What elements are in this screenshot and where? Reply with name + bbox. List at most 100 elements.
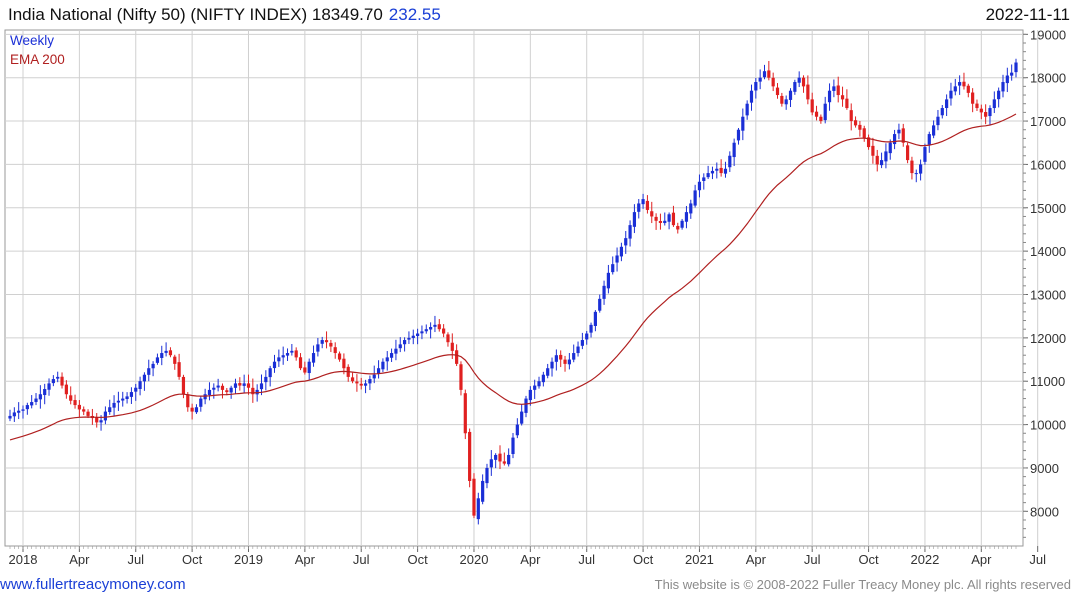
candle-up [164, 350, 168, 353]
candle-down [450, 342, 454, 351]
candle-down [329, 342, 333, 347]
candle-up [25, 405, 29, 410]
candle-up [524, 398, 528, 413]
candle-up [745, 103, 749, 116]
candle-up [212, 387, 216, 390]
candle-up [919, 164, 923, 174]
candle-down [810, 99, 814, 113]
candle-up [537, 381, 541, 387]
candle-up [923, 147, 927, 162]
candle-down [69, 395, 73, 401]
candle-up [1010, 72, 1014, 76]
candle-up [667, 214, 671, 222]
candle-up [285, 353, 290, 356]
candle-up [697, 181, 702, 191]
candle-down [849, 110, 853, 122]
candle-up [411, 335, 415, 339]
candle-up [402, 340, 407, 345]
candle-down [814, 111, 819, 117]
candle-up [637, 203, 641, 212]
x-tick-label: 2018 [9, 552, 38, 567]
candle-up [142, 374, 147, 382]
candle-up [606, 272, 610, 289]
price-change: 232.55 [388, 5, 441, 24]
candle-up [407, 337, 411, 340]
candle-down [767, 70, 771, 78]
candle-up [38, 394, 42, 400]
candle-up [34, 398, 38, 402]
x-tick-label: 2019 [234, 552, 263, 567]
candle-down [654, 216, 658, 221]
candle-up [507, 454, 511, 465]
candle-down [73, 400, 77, 406]
candle-up [567, 359, 571, 365]
candle-up [316, 344, 320, 352]
candle-down [979, 108, 983, 113]
x-tick-label: Jul [353, 552, 370, 567]
candle-up [615, 255, 619, 263]
candle-up [160, 353, 164, 358]
chart-title: India National (Nifty 50) (NIFTY INDEX) … [8, 5, 441, 25]
candle-up [784, 99, 788, 105]
y-tick-label: 13000 [1030, 288, 1066, 303]
candle-down [298, 357, 303, 369]
y-tick-label: 15000 [1030, 201, 1066, 216]
x-tick-label: 2021 [685, 552, 714, 567]
candle-down [177, 362, 181, 377]
candle-up [121, 398, 125, 401]
candle-down [971, 92, 975, 104]
y-tick-label: 10000 [1030, 418, 1066, 433]
website-link[interactable]: www.fullertreacymoney.com [0, 576, 186, 593]
candle-up [99, 420, 103, 423]
candle-up [693, 190, 697, 206]
candle-up [632, 212, 637, 227]
candle-up [914, 173, 918, 175]
candle-down [337, 353, 342, 360]
candle-up [754, 82, 758, 91]
candle-down [658, 221, 663, 223]
x-tick-label: Jul [1029, 552, 1046, 567]
candle-up [710, 170, 715, 174]
candle-up [1005, 75, 1009, 84]
candle-up [155, 357, 160, 363]
candle-up [368, 379, 372, 384]
candle-up [151, 363, 155, 369]
candle-up [311, 353, 316, 363]
candle-up [602, 285, 606, 299]
candle-up [788, 90, 793, 100]
candle-down [463, 393, 467, 434]
candle-up [892, 134, 897, 145]
x-tick-label: Jul [127, 552, 144, 567]
candle-up [945, 99, 949, 109]
candle-up [927, 134, 931, 145]
candle-up [641, 199, 645, 205]
candle-up [624, 238, 628, 246]
candle-up [598, 298, 602, 311]
candle-up [398, 344, 402, 349]
candle-up [43, 389, 47, 396]
candle-up [320, 340, 324, 344]
candle-down [246, 383, 251, 388]
candle-up [264, 376, 268, 383]
candle-down [437, 324, 441, 330]
candle-up [485, 467, 489, 484]
candle-up [732, 142, 736, 158]
candle-up [17, 410, 21, 413]
candle-down [775, 87, 780, 96]
candle-down [168, 350, 173, 356]
candle-up [108, 407, 112, 413]
candle-down [359, 383, 363, 386]
candle-up [932, 125, 936, 136]
candle-up [385, 357, 389, 362]
candle-down [303, 367, 307, 373]
candle-up [511, 437, 515, 455]
candle-up [949, 90, 953, 99]
candle-up [194, 407, 199, 413]
candle-up [1001, 82, 1005, 92]
candle-up [216, 385, 220, 388]
candle-up [541, 374, 545, 383]
candle-up [689, 203, 693, 214]
candle-up [207, 389, 212, 396]
candle-up [30, 402, 34, 406]
y-tick-label: 9000 [1030, 461, 1059, 476]
